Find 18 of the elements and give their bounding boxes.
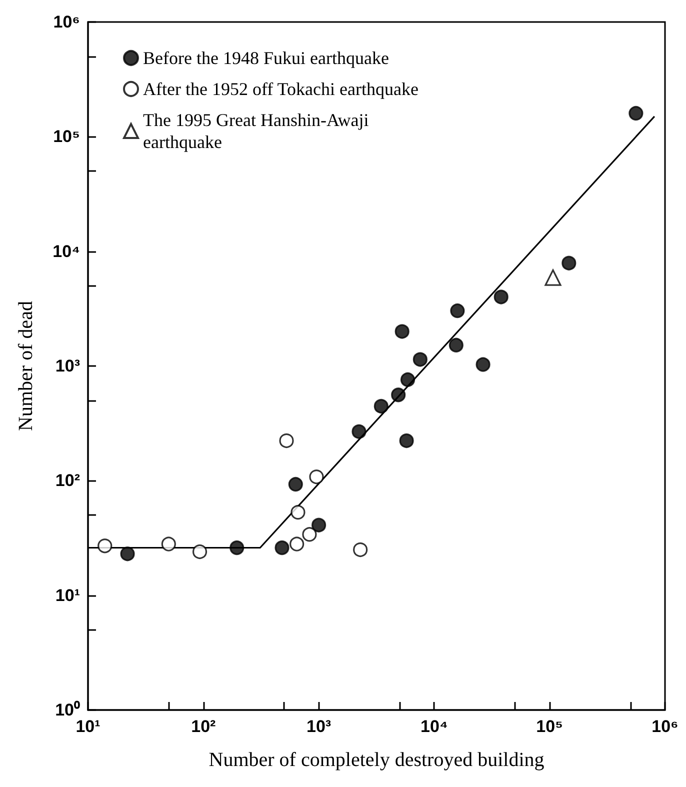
- x-tick-label: 10²: [191, 717, 216, 736]
- y-tick-label: 10⁵: [53, 127, 80, 146]
- x-tick-label: 10⁵: [536, 717, 564, 736]
- legend-label: The 1995 Great Hanshin-Awaji earthquake: [143, 110, 374, 152]
- y-axis-title: Number of dead: [15, 301, 37, 431]
- y-tick-label: 10¹: [55, 586, 80, 605]
- legend-label: After the 1952 off Tokachi earthquake: [143, 79, 418, 99]
- x-tick-label: 10³: [306, 717, 332, 736]
- x-tick-label: 10¹: [76, 717, 101, 736]
- y-tick-label: 10⁴: [52, 242, 80, 261]
- y-tick-label: 10²: [55, 471, 80, 490]
- legend-label: Before the 1948 Fukui earthquake: [143, 48, 389, 68]
- y-tick-label: 10⁶: [53, 12, 80, 32]
- x-tick-label: 10⁴: [420, 717, 448, 736]
- y-tick-label: 10³: [55, 356, 80, 376]
- x-tick-label: 10⁶: [652, 717, 678, 736]
- y-tick-label: 10⁰: [55, 700, 80, 720]
- x-axis-title: Number of completely destroyed building: [208, 749, 544, 771]
